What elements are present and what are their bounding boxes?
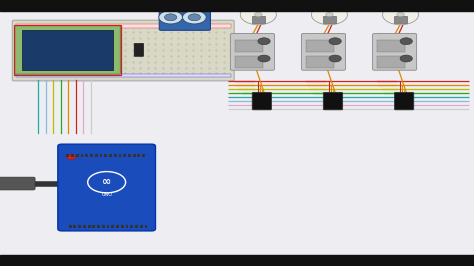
- Circle shape: [258, 55, 270, 62]
- Bar: [76, 154, 79, 157]
- Bar: [137, 154, 140, 157]
- FancyBboxPatch shape: [134, 43, 144, 56]
- Bar: [128, 154, 131, 157]
- FancyBboxPatch shape: [58, 144, 155, 231]
- Circle shape: [159, 11, 182, 24]
- Circle shape: [66, 154, 76, 160]
- Bar: [126, 225, 128, 228]
- Bar: [118, 154, 121, 157]
- Circle shape: [311, 5, 347, 25]
- Bar: [306, 40, 334, 52]
- Bar: [100, 154, 102, 157]
- Bar: [90, 154, 93, 157]
- Bar: [92, 225, 95, 228]
- FancyBboxPatch shape: [373, 34, 417, 70]
- Bar: [111, 225, 114, 228]
- FancyBboxPatch shape: [12, 20, 234, 81]
- Bar: [130, 225, 133, 228]
- Bar: [0, 0, 474, 11]
- Bar: [14, 25, 121, 75]
- Bar: [66, 154, 69, 157]
- Circle shape: [397, 13, 404, 17]
- Bar: [85, 154, 88, 157]
- Circle shape: [164, 14, 177, 21]
- Bar: [142, 154, 145, 157]
- Bar: [16, 74, 231, 77]
- Circle shape: [182, 11, 206, 24]
- Bar: [323, 16, 336, 23]
- Bar: [81, 154, 83, 157]
- Bar: [114, 154, 117, 157]
- Text: ∞: ∞: [102, 177, 111, 187]
- Bar: [121, 225, 124, 228]
- Text: UNO: UNO: [101, 192, 112, 197]
- Bar: [88, 225, 91, 228]
- Circle shape: [400, 38, 412, 45]
- FancyBboxPatch shape: [394, 92, 414, 110]
- Bar: [71, 154, 74, 157]
- Circle shape: [188, 14, 201, 21]
- Bar: [123, 154, 126, 157]
- Circle shape: [400, 55, 412, 62]
- FancyBboxPatch shape: [323, 92, 343, 110]
- Bar: [83, 225, 86, 228]
- Bar: [145, 225, 147, 228]
- Circle shape: [326, 13, 333, 17]
- Bar: [235, 40, 263, 52]
- Bar: [73, 225, 76, 228]
- Bar: [133, 154, 136, 157]
- FancyBboxPatch shape: [0, 177, 35, 190]
- Bar: [69, 225, 72, 228]
- Bar: [78, 225, 81, 228]
- FancyBboxPatch shape: [15, 26, 120, 74]
- Bar: [104, 154, 107, 157]
- Bar: [235, 56, 263, 68]
- Circle shape: [255, 13, 262, 17]
- Bar: [140, 225, 143, 228]
- Bar: [107, 225, 109, 228]
- Bar: [377, 40, 405, 52]
- FancyBboxPatch shape: [301, 34, 346, 70]
- Bar: [16, 24, 231, 28]
- Bar: [95, 154, 98, 157]
- Bar: [22, 30, 113, 70]
- Bar: [135, 225, 138, 228]
- Circle shape: [383, 5, 419, 25]
- Bar: [377, 56, 405, 68]
- Bar: [97, 225, 100, 228]
- Circle shape: [240, 5, 276, 25]
- Bar: [252, 16, 265, 23]
- FancyBboxPatch shape: [230, 34, 274, 70]
- Bar: [116, 225, 119, 228]
- Bar: [109, 154, 112, 157]
- Circle shape: [329, 38, 341, 45]
- Bar: [0, 255, 474, 266]
- Circle shape: [258, 38, 270, 45]
- Bar: [102, 225, 105, 228]
- FancyBboxPatch shape: [159, 4, 210, 30]
- Circle shape: [329, 55, 341, 62]
- FancyBboxPatch shape: [252, 92, 272, 110]
- Bar: [306, 56, 334, 68]
- Bar: [394, 16, 407, 23]
